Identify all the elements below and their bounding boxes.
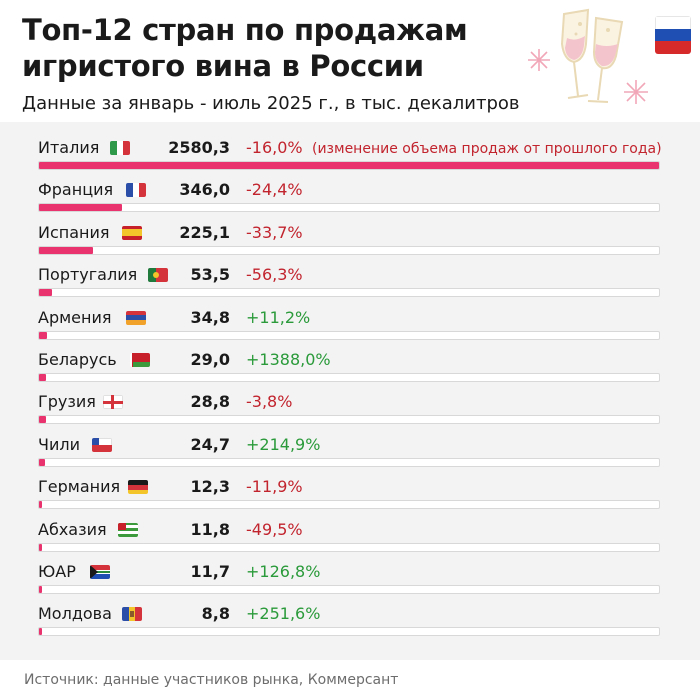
data-label: 28,8	[190, 392, 230, 412]
change-label: +251,6%	[246, 604, 321, 624]
bar-track	[38, 288, 660, 298]
bar-track	[38, 627, 660, 637]
bar	[39, 501, 42, 509]
bar	[39, 374, 46, 381]
category-label: Франция	[38, 180, 114, 200]
category-label: Испания	[38, 222, 110, 242]
belarus-flag-icon	[130, 353, 150, 367]
france-flag-icon	[126, 183, 146, 198]
data-label: 24,7	[190, 434, 230, 454]
bar-row: Молдова 8,8 +251,6%	[0, 600, 700, 642]
data-label: 53,5	[190, 265, 230, 285]
bar-row: Португалия 53,5 -56,3%	[0, 261, 700, 303]
change-label: +214,9%	[246, 434, 321, 454]
bar-row: Абхазия 11,8 -49,5%	[0, 516, 700, 558]
data-label: 2580,3	[168, 138, 230, 157]
change-label: +11,2%	[246, 307, 311, 327]
chile-flag-icon	[92, 437, 112, 452]
source-note: Источник: данные участников рынка, Комме…	[24, 672, 399, 688]
bar-track	[38, 585, 660, 594]
georgia-flag-icon	[103, 395, 123, 410]
category-label: Армения	[38, 307, 112, 327]
data-label: 29,0	[190, 350, 230, 369]
bar-track	[38, 161, 660, 170]
change-label: -33,7%	[246, 222, 303, 242]
change-label: -24,4%	[246, 180, 303, 200]
bar-track	[38, 415, 660, 425]
bar-track	[38, 330, 660, 340]
bar-row: Чили 24,7 +214,9%	[0, 431, 700, 473]
bar-row: Грузия 28,8 -3,8%	[0, 388, 700, 430]
data-label: 8,8	[201, 604, 230, 624]
bar	[39, 289, 52, 297]
bar-row: Германия 12,3 -11,9%	[0, 473, 700, 515]
bar	[39, 331, 48, 339]
change-label: -3,8%	[246, 392, 293, 412]
spain-flag-icon	[122, 225, 142, 240]
bar-row: ЮАР 11,7 +126,8%	[0, 558, 700, 600]
bar	[39, 543, 42, 551]
bar-row: Армения 34,8 +11,2%	[0, 304, 700, 346]
change-label: -16,0%	[246, 138, 303, 157]
bar	[39, 204, 123, 212]
bar-track	[38, 457, 660, 467]
bar	[39, 586, 42, 593]
data-label: 346,0	[179, 180, 230, 200]
bar	[39, 246, 94, 254]
armenia-flag-icon	[126, 310, 146, 325]
south-africa-flag-icon	[90, 565, 110, 579]
bar-track	[38, 245, 660, 255]
category-label: Португалия	[38, 265, 138, 285]
change-note: (изменение объема продаж от прошлого год…	[312, 141, 662, 157]
bar-track	[38, 500, 660, 510]
data-label: 11,7	[190, 562, 230, 581]
russia-flag-icon	[655, 16, 691, 54]
bar-row: Беларусь 29,0 +1388,0%	[0, 346, 700, 388]
change-label: -56,3%	[246, 265, 303, 285]
bar-track	[38, 373, 660, 382]
bar-row: Италия 2580,3 -16,0% (изменение объема прод…	[0, 134, 700, 176]
chart-title: Топ-12 стран по продажам игристого вина …	[22, 13, 468, 83]
bar-row: Франция 346,0 -24,4%	[0, 176, 700, 218]
category-label: Абхазия	[38, 519, 107, 539]
moldova-flag-icon	[122, 607, 142, 622]
bar	[39, 628, 42, 636]
change-label: -11,9%	[246, 477, 303, 497]
category-label: Беларусь	[38, 350, 117, 369]
bar	[39, 416, 46, 424]
change-label: -49,5%	[246, 519, 303, 539]
bar-track	[38, 542, 660, 552]
bar	[39, 458, 45, 466]
data-label: 34,8	[190, 307, 230, 327]
bar-track	[38, 203, 660, 213]
germany-flag-icon	[128, 480, 148, 495]
data-label: 12,3	[190, 477, 230, 497]
bar-row: Испания 225,1 -33,7%	[0, 219, 700, 261]
change-label: +1388,0%	[246, 350, 331, 369]
category-label: Молдова	[38, 604, 112, 624]
italy-flag-icon	[110, 141, 130, 155]
category-label: ЮАР	[38, 562, 76, 581]
category-label: Германия	[38, 477, 121, 497]
portugal-flag-icon	[148, 268, 168, 283]
change-label: +126,8%	[246, 562, 321, 581]
champagne-glasses-icon	[528, 8, 648, 104]
data-label: 11,8	[190, 519, 230, 539]
chart-subtitle: Данные за январь - июль 2025 г., в тыс. …	[22, 93, 520, 114]
abkhazia-flag-icon	[118, 522, 138, 537]
category-label: Чили	[38, 434, 80, 454]
category-label: Италия	[38, 138, 100, 157]
data-label: 225,1	[179, 222, 230, 242]
category-label: Грузия	[38, 392, 96, 412]
bar	[39, 162, 659, 169]
header: Топ-12 стран по продажам игристого вина …	[0, 0, 700, 122]
